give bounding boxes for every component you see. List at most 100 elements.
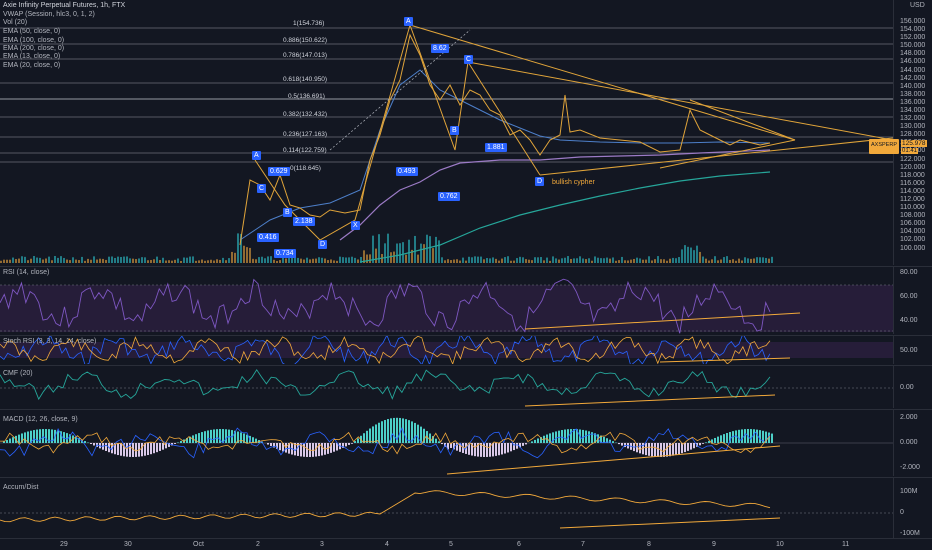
macd-histogram-bar [216, 429, 218, 443]
volume-bar [666, 260, 668, 263]
volume-bar [507, 256, 509, 263]
macd-histogram-bar [420, 426, 422, 443]
macd-histogram-bar [690, 443, 692, 450]
price-tick: 140.000 [900, 82, 926, 90]
volume-bar [393, 251, 395, 263]
accum-axis[interactable] [893, 478, 932, 538]
price-pane[interactable]: Axie Infinity Perpetual Futures, 1h, FTX… [0, 0, 932, 265]
volume-bar [624, 260, 626, 263]
volume-bar [477, 256, 479, 263]
rsi-axis[interactable] [893, 267, 932, 334]
pane-separator[interactable] [0, 477, 932, 478]
indicator-ema20[interactable]: EMA (20, close, 0) [3, 62, 61, 69]
volume-bar [606, 257, 608, 263]
accum-label[interactable]: Accum/Dist [3, 484, 39, 491]
rsi-tick-80: 80.00 [900, 269, 918, 276]
volume-bar [456, 259, 458, 263]
volume-bar [417, 254, 419, 263]
macd-histogram-bar [120, 443, 122, 456]
macd-histogram-bar [588, 431, 590, 443]
pane-separator[interactable] [0, 365, 932, 366]
volume-bar [678, 257, 680, 263]
macd-histogram-bar [375, 424, 377, 443]
macd-histogram-bar [162, 443, 164, 450]
stoch-label[interactable]: Stoch RSI (3, 3, 14, 14, close) [3, 338, 97, 345]
macd-histogram-bar [186, 438, 188, 443]
price-axis[interactable] [893, 0, 932, 265]
macd-histogram-bar [255, 438, 257, 443]
macd-histogram-bar [372, 426, 374, 443]
fib-label-05: 0.5(136.691) [288, 93, 325, 100]
pane-separator[interactable] [0, 335, 932, 336]
macd-histogram-bar [33, 430, 35, 443]
macd-histogram-bar [447, 443, 449, 450]
pane-separator[interactable] [0, 266, 932, 267]
price-tick: 152.000 [900, 34, 926, 42]
macd-histogram-bar [132, 443, 134, 457]
indicator-vwap[interactable]: VWAP (Session, hlc3, 0, 1, 2) [3, 11, 95, 18]
volume-bar [474, 256, 476, 263]
volume-bar [483, 259, 485, 263]
indicator-vol[interactable]: Vol (20) [3, 19, 28, 26]
macd-histogram-bar [27, 431, 29, 443]
volume-bar [45, 258, 47, 263]
macd-histogram-bar [93, 443, 95, 446]
price-tick: 100.000 [900, 244, 926, 252]
volume-bar [174, 259, 176, 263]
indicator-ema100[interactable]: EMA (100, close, 0) [3, 37, 65, 44]
macd-histogram-bar [60, 431, 62, 443]
macd-histogram-bar [174, 443, 176, 444]
macd-histogram-bar [279, 443, 281, 451]
stoch-axis[interactable] [893, 336, 932, 364]
volume-bar [588, 258, 590, 263]
accum-pane[interactable]: Accum/Dist 100M 0 -100M [0, 478, 932, 538]
indicator-ema13[interactable]: EMA (13, close, 0) [3, 53, 61, 60]
macd-tick-neg2: -2.000 [900, 464, 920, 471]
pattern-point-d1: D [318, 240, 328, 249]
volume-bar [48, 256, 50, 263]
indicator-ema200[interactable]: EMA (200, close, 0) [3, 45, 65, 52]
volume-bar [315, 258, 317, 263]
volume-bar [33, 256, 35, 263]
macd-pane[interactable]: MACD (12, 26, close, 9) 2.000 0.000 -2.0… [0, 410, 932, 476]
macd-histogram-bar [300, 443, 302, 457]
cmf-label[interactable]: CMF (20) [3, 370, 33, 377]
cmf-axis[interactable] [893, 366, 932, 408]
macd-axis[interactable] [893, 410, 932, 476]
rsi-label[interactable]: RSI (14, close) [3, 269, 50, 276]
time-axis[interactable]: 29 30 Oct 2 3 4 5 6 7 8 9 10 11 [0, 538, 893, 550]
volume-bar [90, 259, 92, 263]
macd-label[interactable]: MACD (12, 26, close, 9) [3, 416, 78, 423]
macd-histogram-bar [714, 437, 716, 443]
macd-histogram-bar [45, 429, 47, 443]
macd-histogram-bar [429, 433, 431, 443]
macd-histogram-bar [42, 429, 44, 443]
cmf-pane[interactable]: CMF (20) 0.00 [0, 366, 932, 408]
macd-histogram-bar [594, 433, 596, 443]
pane-separator[interactable] [0, 409, 932, 410]
volume-bar [702, 256, 704, 263]
volume-bar [753, 258, 755, 263]
volume-bar [720, 259, 722, 263]
volume-bar [228, 258, 230, 263]
macd-histogram-bar [567, 429, 569, 443]
rsi-pane[interactable]: RSI (14, close) 80.00 60.00 40.00 [0, 267, 932, 334]
stoch-pane[interactable]: Stoch RSI (3, 3, 14, 14, close) 50.00 [0, 336, 932, 364]
macd-histogram-bar [435, 438, 437, 443]
volume-bar [78, 260, 80, 263]
price-tick: 112.000 [900, 195, 925, 203]
volume-bar [750, 258, 752, 263]
macd-histogram-bar [228, 429, 230, 443]
volume-bar [15, 259, 17, 263]
ratio-0734: 0.734 [274, 249, 296, 258]
price-tick: 136.000 [900, 98, 926, 106]
volume-bar [288, 256, 290, 263]
volume-bar [759, 257, 761, 263]
macd-histogram-bar [225, 429, 227, 443]
macd-histogram-bar [720, 435, 722, 443]
macd-histogram-bar [702, 443, 704, 444]
indicator-ema50[interactable]: EMA (50, close, 0) [3, 28, 61, 35]
macd-histogram-bar [384, 420, 386, 443]
macd-histogram-bar [63, 432, 65, 443]
volume-bar [765, 257, 767, 263]
